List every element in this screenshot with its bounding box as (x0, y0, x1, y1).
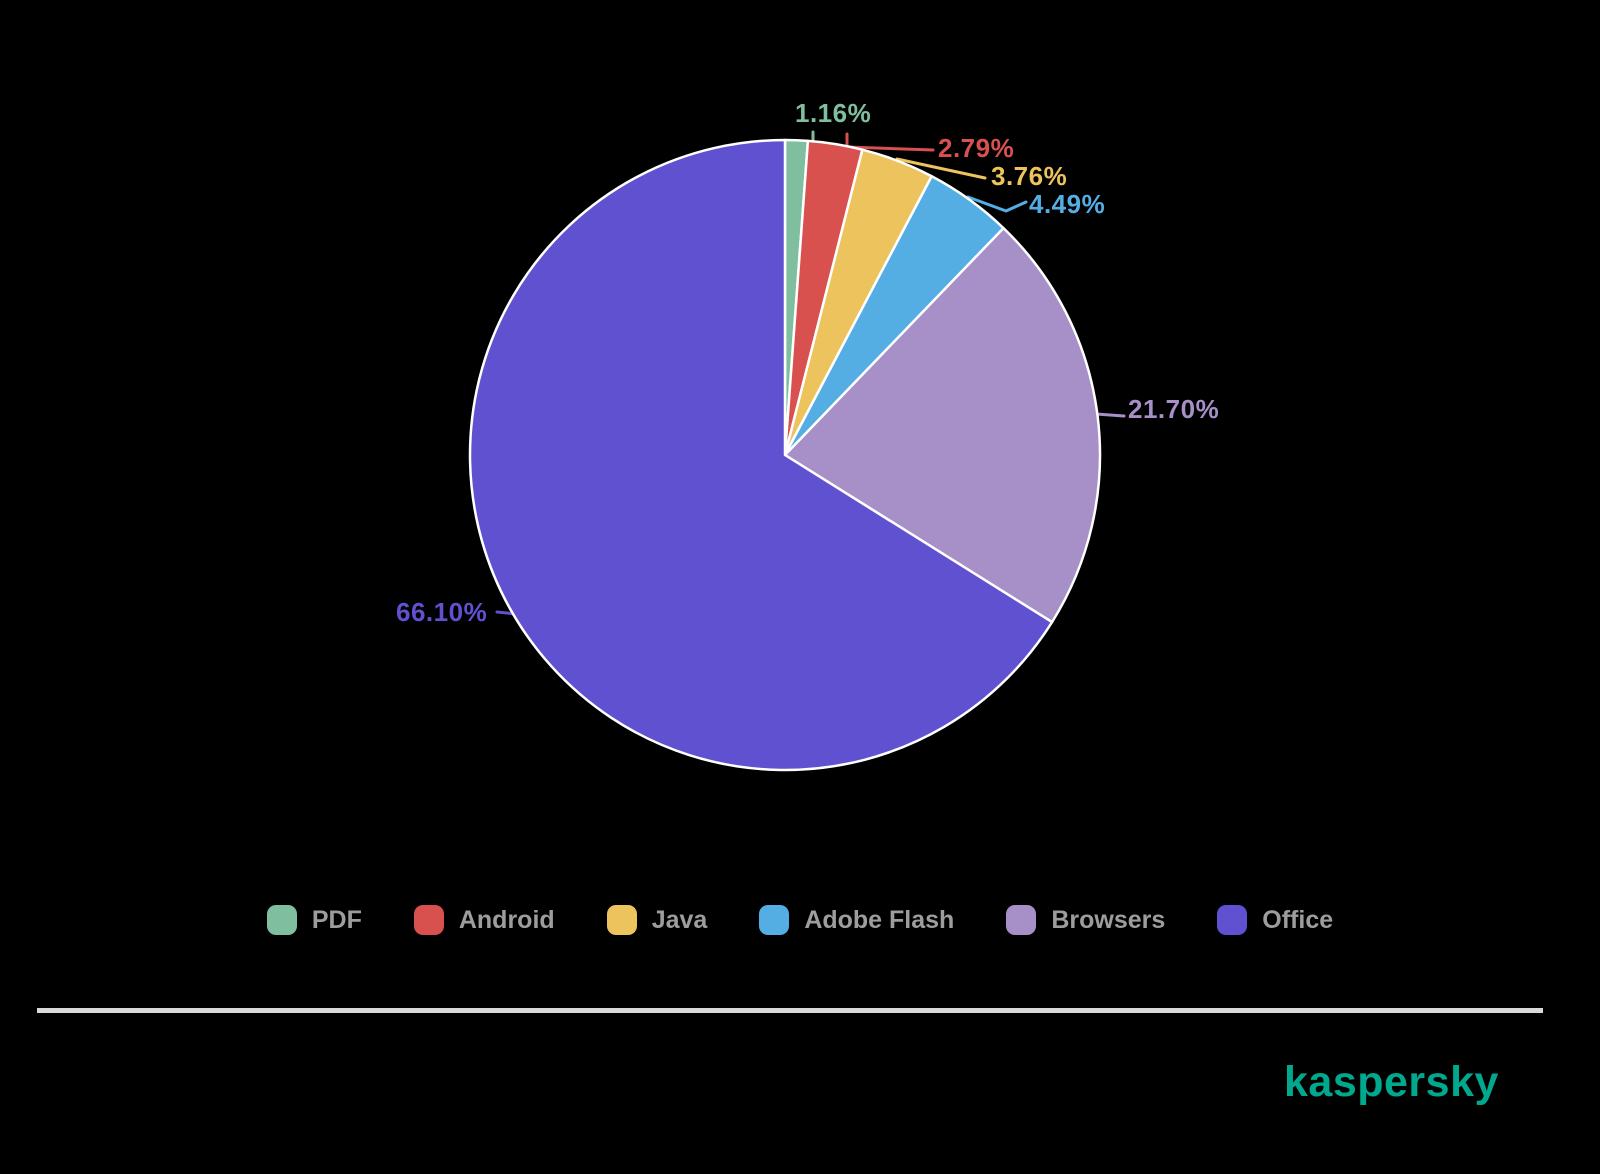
slice-label-office: 66.10% (396, 597, 488, 627)
legend-label-adobe-flash: Adobe Flash (804, 905, 955, 934)
slice-label-browsers: 21.70% (1128, 394, 1220, 424)
legend-label-java: Java (651, 905, 708, 934)
legend-item-adobe-flash: Adobe Flash (759, 905, 954, 935)
pie-slices (468, 138, 1102, 772)
legend-swatch-adobe-flash (759, 905, 790, 935)
legend-swatch-android (413, 905, 444, 935)
legend-label-android: Android (458, 905, 555, 934)
legend-label-browsers: Browsers (1051, 905, 1166, 934)
legend-label-office: Office (1262, 905, 1334, 934)
legend-swatch-java (606, 905, 637, 935)
legend-item-office: Office (1217, 905, 1333, 935)
legend-item-pdf: PDF (266, 905, 362, 935)
slice-label-java: 3.76% (991, 161, 1068, 191)
legend-swatch-office (1217, 905, 1248, 935)
slice-label-pdf: 1.16% (795, 98, 872, 128)
slice-label-adobe-flash: 4.49% (1029, 189, 1106, 219)
legend-label-pdf: PDF (311, 905, 362, 934)
slice-label-android: 2.79% (938, 133, 1015, 163)
pie-slice-office (468, 138, 1054, 772)
footer-divider (37, 1008, 1543, 1013)
leader-line-android (845, 132, 935, 152)
kaspersky-logo: kaspersky (1284, 1058, 1499, 1106)
leader-line-browsers (1094, 412, 1126, 418)
pie-slice-browsers (783, 226, 1102, 624)
legend-item-java: Java (606, 905, 708, 935)
chart-legend: PDF Android Java Adobe Flash Browsers Of… (0, 905, 1600, 935)
leader-line-java (895, 157, 987, 180)
legend-item-browsers: Browsers (1006, 905, 1165, 935)
legend-swatch-browsers (1006, 905, 1037, 935)
leader-line-adobe-flash (966, 195, 1028, 213)
legend-item-android: Android (413, 905, 555, 935)
legend-swatch-pdf (266, 905, 297, 935)
